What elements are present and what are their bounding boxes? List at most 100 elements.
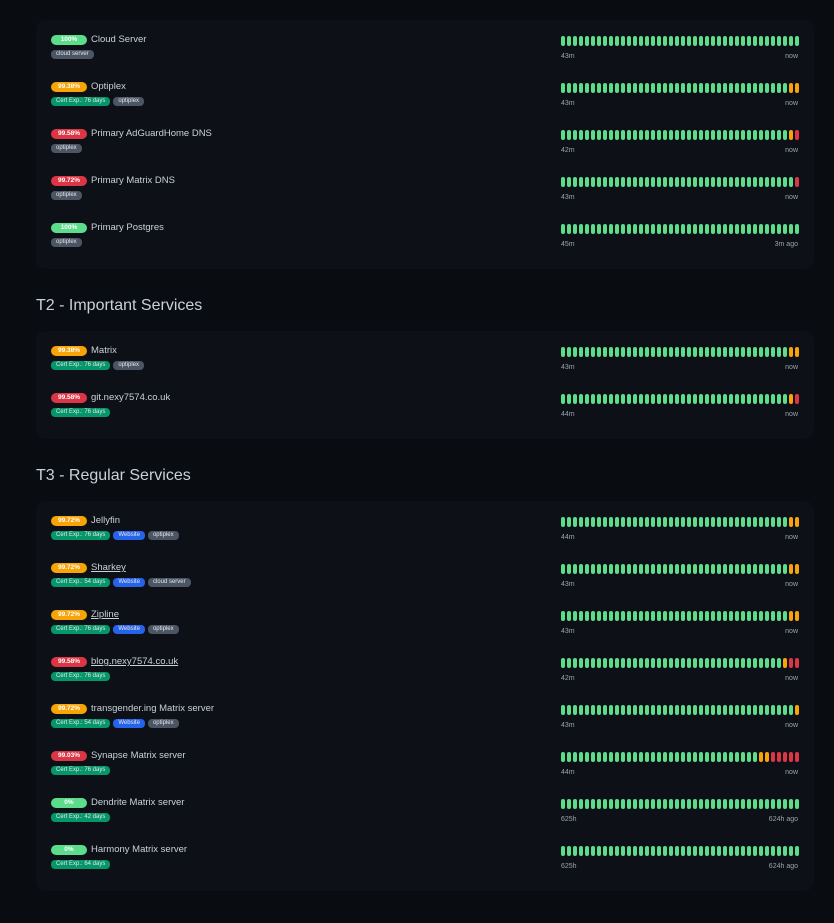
beat [753,611,757,621]
uptime-badge: 100% [51,35,87,45]
beat [795,83,799,93]
monitor-row[interactable]: 100% Primary Postgres optiplex 45m 3m ago [36,222,814,269]
time-end: now [785,147,798,154]
beat [723,394,727,404]
monitor-name[interactable]: Zipline [91,609,119,620]
beat [645,177,649,187]
beat [639,347,643,357]
beat [585,394,589,404]
beat [753,130,757,140]
monitor-row[interactable]: 99.72% Primary Matrix DNS optiplex 43m now [36,175,814,222]
uptime-badge: 99.72% [51,516,87,526]
beat [573,799,577,809]
time-start: 44m [561,534,575,541]
time-start: 625h [561,863,577,870]
beat [663,705,667,715]
beat [759,799,763,809]
monitor-row[interactable]: 100% Cloud Server cloud server 43m now [36,34,814,81]
beat [603,347,607,357]
beat [771,394,775,404]
monitor-row[interactable]: 99.72% transgender.ing Matrix server Cert … [36,703,814,750]
beat [645,799,649,809]
beat [711,394,715,404]
beat [753,224,757,234]
beat [621,846,625,856]
heartbeat-bar [561,394,799,404]
beat [603,752,607,762]
monitor-name[interactable]: Sharkey [91,562,126,573]
beat [669,846,673,856]
beat [573,347,577,357]
beat [663,846,667,856]
beat [681,564,685,574]
beat [777,177,781,187]
monitor-row[interactable]: 99.03% Synapse Matrix server Cert Exp.: 76… [36,750,814,797]
beat [561,658,565,668]
monitor-row[interactable]: 0% Harmony Matrix server Cert Exp.: 64 day… [36,844,814,891]
beat [651,394,655,404]
beat [645,705,649,715]
beat [723,799,727,809]
beat [735,36,739,46]
beat [759,846,763,856]
tag-list: Cert Exp.: 76 days Website optiplex [51,625,179,634]
beat [651,846,655,856]
monitor-row[interactable]: 99.38% Optiplex Cert Exp.: 76 days optiplex… [36,81,814,128]
beat [681,36,685,46]
beat [621,799,625,809]
beat [621,658,625,668]
time-end: 624h ago [768,863,798,870]
beat [759,83,763,93]
beat [747,83,751,93]
time-start: 44m [561,411,575,418]
beat [609,83,613,93]
beat [627,611,631,621]
beat [795,517,799,527]
tag-list: optiplex [51,191,82,200]
beat [735,752,739,762]
beat [717,564,721,574]
beat [765,611,769,621]
monitor-row[interactable]: 99.58% blog.nexy7574.co.uk Cert Exp.: 76 d… [36,656,814,703]
beat [693,394,697,404]
beat [579,799,583,809]
beat [699,799,703,809]
monitor-row[interactable]: 99.58% git.nexy7574.co.uk Cert Exp.: 76 da… [36,392,814,439]
beat [621,752,625,762]
uptime-badge: 99.72% [51,704,87,714]
beat [675,846,679,856]
monitor-row[interactable]: 99.72% Sharkey Cert Exp.: 54 days Website cl… [36,562,814,609]
beat [765,564,769,574]
beat [669,83,673,93]
beat [681,611,685,621]
beat [729,394,733,404]
beat [723,517,727,527]
beat [663,611,667,621]
beat [687,658,691,668]
beat [741,130,745,140]
beat [621,564,625,574]
beat [585,224,589,234]
beat [663,130,667,140]
beat [591,36,595,46]
beat [783,752,787,762]
beat [747,564,751,574]
monitor-row[interactable]: 99.38% Matrix Cert Exp.: 76 days optiplex 43… [36,345,814,392]
monitor-row[interactable]: 99.58% Primary AdGuardHome DNS optiplex 42m… [36,128,814,175]
monitor-name: Matrix [91,345,117,356]
beat [783,799,787,809]
beat [723,347,727,357]
beat [753,347,757,357]
monitor-row[interactable]: 0% Dendrite Matrix server Cert Exp.: 42 da… [36,797,814,844]
beat [573,224,577,234]
beat [627,705,631,715]
beat [561,846,565,856]
monitor-name[interactable]: blog.nexy7574.co.uk [91,656,179,667]
beat [765,799,769,809]
monitor-row[interactable]: 99.72% Jellyfin Cert Exp.: 76 days Website o… [36,515,814,562]
beat [651,705,655,715]
monitor-name: Primary Postgres [91,222,164,233]
monitor-row[interactable]: 99.72% Zipline Cert Exp.: 76 days Website op… [36,609,814,656]
beat [621,36,625,46]
beat [615,846,619,856]
